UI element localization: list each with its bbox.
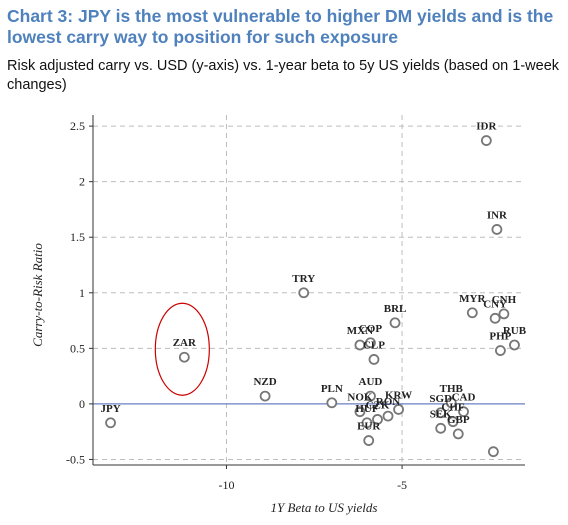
data-point-cop <box>365 337 376 349</box>
point-label-pln: PLN <box>321 383 343 395</box>
y-axis-title: Carry-to-Risk Ratio <box>30 243 45 347</box>
data-point-cad <box>458 406 469 418</box>
data-points <box>105 135 520 458</box>
x-tick-label: -5 <box>397 478 407 492</box>
point-label-rub: RUB <box>503 325 527 337</box>
axes <box>89 115 525 469</box>
point-label-idr: IDR <box>476 121 497 133</box>
point-label-clp: CLP <box>363 339 385 351</box>
data-point <box>487 446 499 458</box>
y-tick-label: 0 <box>79 397 85 411</box>
data-point-chf <box>447 416 459 428</box>
y-tick-label: 1 <box>79 286 85 300</box>
point-label-try: TRY <box>292 273 315 285</box>
point-label-myr: MYR <box>459 293 486 305</box>
y-tick-label: 1.5 <box>70 230 85 244</box>
point-label-cnh: CNH <box>492 294 517 306</box>
grid-lines <box>93 115 525 465</box>
point-label-mxn: MXN <box>347 325 373 337</box>
point-label-czk: CZK <box>366 399 390 411</box>
y-tick-label: 2 <box>79 175 85 189</box>
data-point-sek <box>435 422 447 434</box>
point-label-sek: SEK <box>430 408 452 420</box>
data-point-huf <box>361 417 373 429</box>
data-point-aud <box>365 390 376 402</box>
data-point-gbp <box>452 428 464 440</box>
point-label-eur: EUR <box>357 421 381 433</box>
x-tick-label: -10 <box>218 478 234 492</box>
point-label-aud: AUD <box>359 376 383 388</box>
chart-title: Chart 3: JPY is the most vulnerable to h… <box>7 6 554 47</box>
data-point-myr <box>466 307 478 319</box>
tick-labels: -0.5 0 0.5 1 1.5 2 2.5 -10 -5 <box>66 119 407 492</box>
data-point-brl <box>389 317 401 329</box>
zar-highlight-ellipse <box>154 302 210 396</box>
data-point-czk <box>372 414 383 425</box>
point-label-zar: ZAR <box>173 337 197 349</box>
y-tick-label: 2.5 <box>70 119 85 133</box>
data-point-thb <box>445 397 457 409</box>
point-label-inr: INR <box>487 209 508 221</box>
y-tick-label: 0.5 <box>70 341 85 355</box>
data-point-ron <box>382 410 394 422</box>
point-label-krw: KRW <box>385 389 412 401</box>
point-label-nzd: NZD <box>253 376 276 388</box>
data-point-nzd <box>259 390 271 402</box>
point-label-cny: CNY <box>483 298 507 310</box>
point-label-php: PHP <box>489 331 511 343</box>
data-point-try <box>298 287 310 299</box>
point-label-cop: COP <box>359 323 383 335</box>
data-point-jpy <box>105 417 116 429</box>
data-point-php <box>495 345 506 356</box>
data-point-rub <box>509 339 520 351</box>
point-label-gbp: GBP <box>447 414 470 426</box>
point-label-thb: THB <box>440 383 464 395</box>
data-point-nok <box>354 406 366 418</box>
point-label-huf: HUF <box>355 403 379 415</box>
point-label-jpy: JPY <box>100 403 120 415</box>
chart-subtitle: Risk adjusted carry vs. USD (y-axis) vs.… <box>7 58 560 93</box>
data-point-eur <box>363 435 375 446</box>
data-point-cnh <box>498 308 510 320</box>
point-label-sgd: SGD <box>429 393 452 405</box>
point-label-brl: BRL <box>384 303 407 315</box>
point-label-ron: RON <box>376 396 401 408</box>
data-point-inr <box>491 224 503 235</box>
point-label-cad: CAD <box>452 392 476 404</box>
point-label-nok: NOK <box>347 392 373 404</box>
data-point-cny <box>489 312 501 324</box>
x-axis-title: 1Y Beta to US yields <box>271 500 378 515</box>
data-point-zar <box>178 351 190 363</box>
data-point-clp <box>368 354 380 365</box>
y-tick-label: -0.5 <box>66 452 85 466</box>
data-point-idr <box>480 135 492 146</box>
data-point-krw <box>393 404 404 415</box>
data-point-pln <box>326 397 338 409</box>
data-point-mxn <box>354 339 366 351</box>
data-point-sgd <box>435 407 447 419</box>
point-label-chf: CHF <box>441 402 465 414</box>
